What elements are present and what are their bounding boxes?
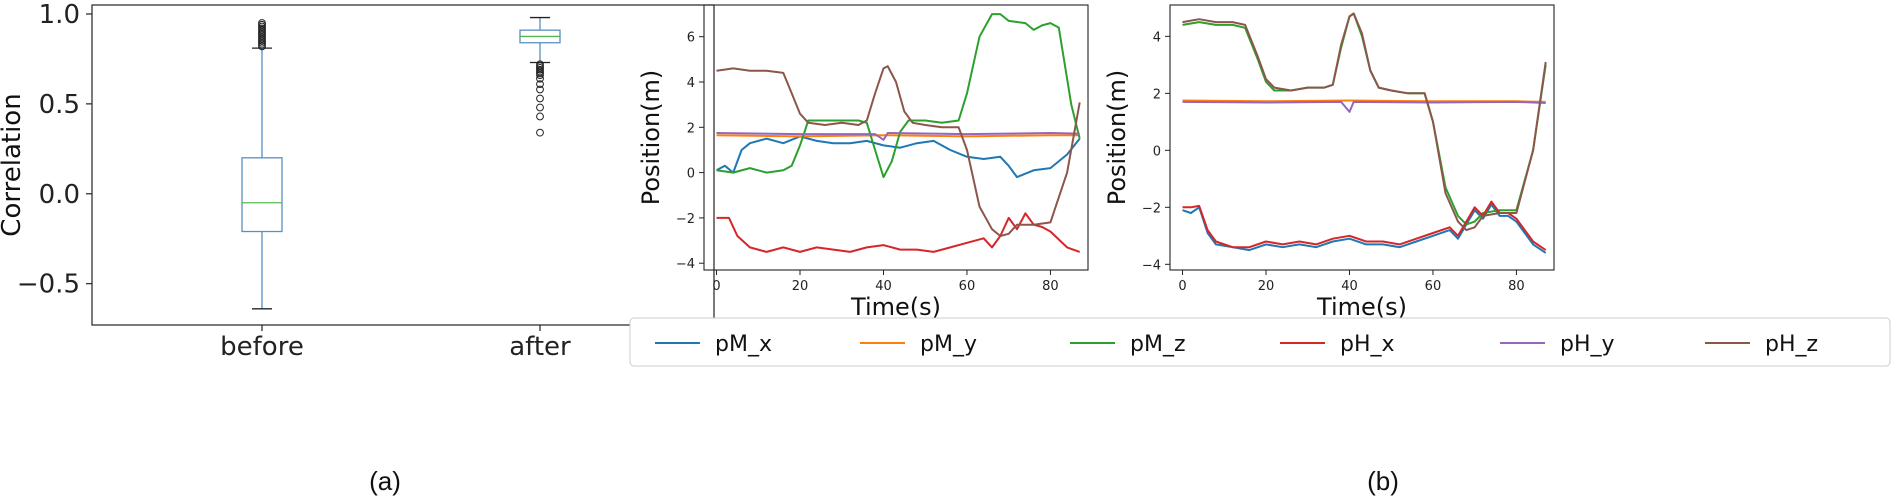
plot-frame: [1169, 4, 1555, 271]
x-tick-label: 0: [1178, 279, 1186, 294]
y-tick-label: 0.5: [39, 90, 80, 120]
caption-a: (a): [369, 466, 401, 496]
x-tick-label: after: [509, 332, 571, 362]
y-tick-label: 6: [687, 31, 695, 46]
outlier-point: [258, 19, 266, 27]
caption-b: (b): [1367, 466, 1399, 496]
y-tick-label: 1.0: [39, 0, 80, 30]
outlier-point: [536, 85, 544, 94]
y-tick-label: 0: [1153, 144, 1161, 159]
series-line-pH_z: [716, 65, 1081, 237]
series-line-pH_z: [1182, 12, 1547, 232]
series-line-pH_x: [716, 212, 1081, 253]
y-tick-label: 4: [687, 76, 695, 91]
x-tick-label: 80: [1042, 279, 1059, 294]
panel-a-boxplot: 1.0 0.5 0.0 −0.5 before after Correlation: [0, 0, 715, 362]
y-tick-label: −4: [1142, 258, 1161, 273]
series-line-pM_y: [716, 134, 1080, 138]
legend-label-pM_x: pM_x: [715, 332, 772, 357]
legend: pM_x pM_y pM_z pH_x pH_y pH_z: [629, 317, 1891, 367]
legend-label-pH_y: pH_y: [1560, 332, 1615, 357]
series-line-pM_x: [716, 135, 1081, 179]
y-tick-label: 2: [1153, 87, 1161, 102]
x-tick-label: before: [220, 332, 304, 362]
x-tick-label: 20: [1258, 279, 1275, 294]
x-tick-label: 60: [1425, 279, 1442, 294]
y-tick-label: 0.0: [39, 180, 80, 210]
legend-label-pH_z: pH_z: [1765, 332, 1818, 357]
panel-b-left-line-chart: 0 20 40 60 80 −4 −2 0 2 4 6 Time(s) Position(m): [637, 4, 1089, 321]
y-tick-label: −4: [676, 257, 695, 272]
series-line-pH_y: [1182, 100, 1546, 113]
panel-b-right-line-chart: 0 20 40 60 80 −4 −2 0 2 4 Time(s) Position(m): [1103, 4, 1555, 321]
y-tick-label: 4: [1153, 30, 1161, 45]
outlier-point: [536, 94, 544, 103]
y-tick-label: −0.5: [17, 270, 80, 300]
series-line-pM_z: [716, 13, 1081, 179]
x-tick-label: 0: [712, 279, 720, 294]
outlier-point: [536, 128, 544, 137]
legend-label-pM_z: pM_z: [1130, 332, 1186, 357]
y-axis-label: Correlation: [0, 93, 27, 236]
y-axis-label: Position(m): [637, 70, 665, 206]
box-before: [241, 157, 283, 233]
x-tick-label: 40: [875, 279, 892, 294]
plot-frame: [703, 4, 1089, 271]
outlier-point: [536, 74, 544, 83]
y-axis-label: Position(m): [1103, 70, 1131, 206]
legend-label-pH_x: pH_x: [1340, 332, 1395, 357]
series-line-pH_x: [1182, 200, 1547, 251]
series-line-pH_y: [716, 132, 1080, 141]
outlier-point: [536, 80, 544, 89]
outlier-point: [536, 112, 544, 121]
x-tick-label: 20: [792, 279, 809, 294]
x-axis-label: Time(s): [1316, 293, 1407, 321]
legend-frame: [629, 317, 1891, 367]
outlier-point: [536, 103, 544, 112]
y-tick-label: 2: [687, 121, 695, 136]
y-tick-label: 0: [687, 167, 695, 182]
x-tick-label: 40: [1341, 279, 1358, 294]
x-tick-label: 80: [1508, 279, 1525, 294]
legend-label-pM_y: pM_y: [920, 332, 977, 357]
y-tick-label: −2: [1142, 201, 1161, 216]
plot-frame: [91, 4, 715, 326]
y-tick-label: −2: [676, 212, 695, 227]
x-tick-label: 60: [959, 279, 976, 294]
x-axis-label: Time(s): [850, 293, 941, 321]
outlier-point: [536, 71, 544, 80]
